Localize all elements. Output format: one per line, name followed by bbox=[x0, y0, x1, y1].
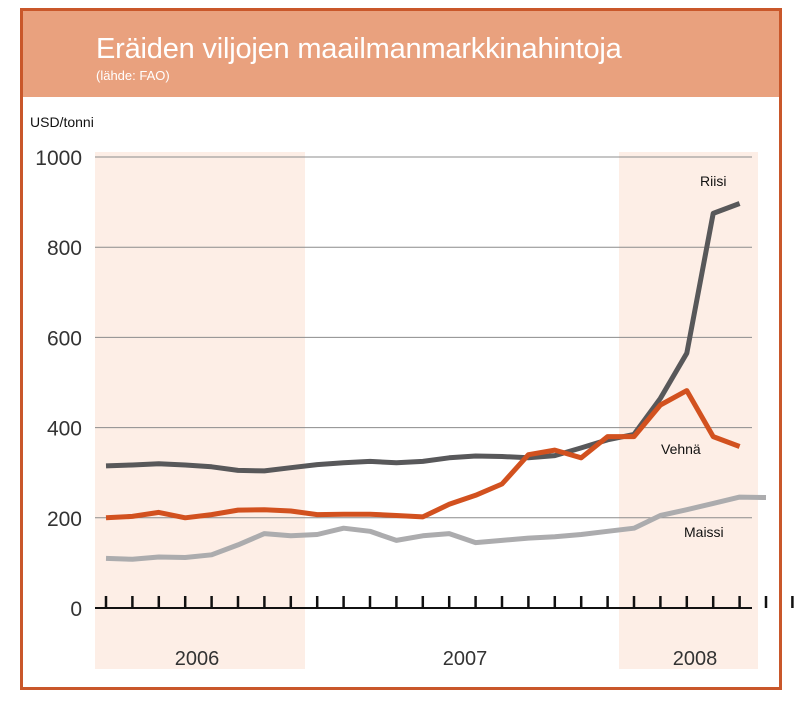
y-tick-label-600: 600 bbox=[47, 327, 82, 350]
chart-title: Eräiden viljojen maailmanmarkkinahintoja bbox=[96, 33, 622, 65]
year-label-2007: 2007 bbox=[443, 648, 488, 670]
series-label-maissi: Maissi bbox=[684, 524, 724, 540]
y-tick-label-400: 400 bbox=[47, 418, 82, 441]
year-label-2008: 2008 bbox=[673, 648, 718, 670]
y-tick-label-200: 200 bbox=[47, 508, 82, 531]
chart-subtitle: (lähde: FAO) bbox=[96, 68, 170, 83]
series-label-vehna: Vehnä bbox=[661, 441, 701, 457]
year-band-2006 bbox=[95, 152, 305, 669]
y-tick-label-1000: 1000 bbox=[35, 147, 82, 170]
title-banner: Eräiden viljojen maailmanmarkkinahintoja… bbox=[23, 11, 779, 97]
year-label-2006: 2006 bbox=[175, 648, 220, 670]
year-band-2008 bbox=[619, 152, 758, 669]
series-line-maissi bbox=[105, 494, 767, 562]
series-line-vehna bbox=[105, 388, 741, 521]
y-tick-label-0: 0 bbox=[70, 598, 82, 621]
y-tick-label-800: 800 bbox=[47, 237, 82, 260]
y-axis-label: USD/tonni bbox=[30, 114, 94, 130]
series-label-riisi: Riisi bbox=[700, 173, 726, 189]
